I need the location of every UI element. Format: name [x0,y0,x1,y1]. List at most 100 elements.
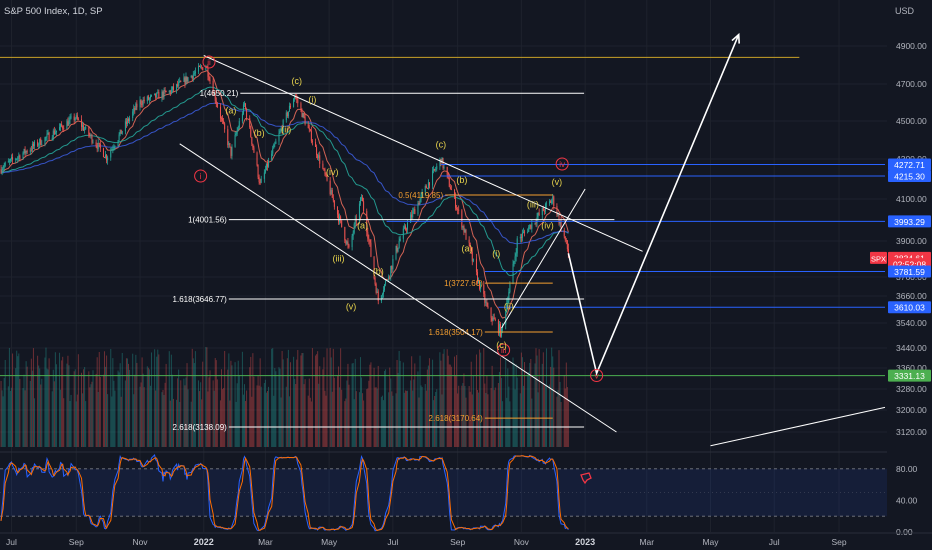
y-tick-label: 3360.00 [896,363,927,373]
y-tick-label: 4500.00 [896,116,927,126]
level-label: 1(4001.56) [188,216,227,225]
candle [156,92,158,99]
projection-line[interactable] [567,34,740,376]
volume-bar [333,377,335,447]
candle [176,83,178,94]
volume-bar [70,394,72,447]
volume-bar [397,372,399,447]
wave-label: (c) [436,140,447,150]
price-label: 3610.03 [888,301,931,314]
price-label: 3331.13 [888,369,931,382]
candle [230,146,232,159]
channel-line[interactable] [710,406,886,447]
volume-bar [398,350,400,447]
svg-text:v: v [595,372,599,381]
candle [46,130,48,141]
candle [318,152,320,161]
svg-text:3331.13: 3331.13 [894,371,925,381]
price-axis[interactable]: 4900.004700.004500.004300.004100.003900.… [896,41,927,537]
time-axis[interactable]: Jul Sep Nov 2022 Mar May Jul Sep Nov 2023 Mar May Ju… [0,532,932,547]
candle [414,206,416,215]
volume-bar [433,400,435,447]
candle [149,94,151,101]
candle [492,313,494,322]
volume-bar [260,386,262,447]
candle [448,174,450,188]
candle [351,233,353,251]
chart-grid [0,0,887,532]
candle [59,123,61,131]
volume-bar [191,348,193,447]
volume-bar [410,380,412,447]
volume-bar [202,361,204,447]
ema-line [0,69,569,319]
candle [19,154,21,162]
volume-bar [253,376,255,447]
wave-label: (a) [357,220,368,230]
candle [74,117,76,122]
level-line[interactable]: 1(4001.56) [188,216,615,225]
candle [192,70,194,82]
candle [132,108,134,122]
level-label: 2.618(3170.64) [429,414,484,423]
level-line[interactable]: 1(3727.60) [444,279,553,288]
volume-bar [530,358,532,447]
svg-text:(b): (b) [373,266,384,276]
level-line[interactable]: 0.5(4119.85) [398,191,553,200]
candle [179,77,181,83]
volume-bar [411,356,413,447]
candle [354,215,356,229]
svg-text:3781.59: 3781.59 [894,267,925,277]
candle [361,194,363,202]
volume-bar [3,378,5,447]
volume-bar [24,390,26,447]
candle [268,157,270,168]
volume-bar [7,386,9,447]
candle [263,169,265,183]
channel-line[interactable] [203,55,643,252]
volume-bar [465,397,467,447]
channel-line[interactable] [179,143,617,433]
volume-bar [287,349,289,447]
svg-text:4215.30: 4215.30 [894,171,925,181]
candle [389,275,391,280]
y-tick-label: 3200.00 [896,405,927,415]
svg-text:i: i [200,172,202,181]
volume-bar [468,386,470,447]
candle [63,125,65,133]
volume-bar [156,356,158,447]
volume-bar [112,358,114,447]
candle [141,100,143,108]
volume-bar [458,385,460,447]
candle [434,168,436,172]
candle [419,198,421,205]
candle [84,126,86,134]
candle [345,239,347,246]
candle [235,131,237,137]
volume-bar [315,355,317,447]
volume-bar [336,375,338,447]
volume-bar [536,355,538,447]
volume-bar [485,392,487,447]
volume-bar [446,349,448,447]
level-line[interactable]: 2.618(3170.64) [429,414,553,423]
volume-bar [176,399,178,447]
volume-bar [307,395,309,447]
candle [8,158,10,166]
volume-bar [368,380,370,447]
level-line[interactable]: 1.618(3504.17) [429,328,553,337]
level-line[interactable]: 1.618(3646.77) [173,295,585,304]
volume-bar [119,363,121,447]
volume-bar [502,401,504,447]
candle [388,274,390,282]
volume-bar [374,387,376,447]
price-label: 4272.71 [888,158,931,171]
volume-bar [377,365,379,447]
level-line[interactable]: 1(4650.21) [200,89,585,98]
volume-bar [359,357,361,447]
candle [319,151,321,169]
channel-line[interactable] [501,188,586,329]
volume-bar [513,363,515,447]
level-line[interactable]: 2.618(3138.09) [173,423,585,432]
